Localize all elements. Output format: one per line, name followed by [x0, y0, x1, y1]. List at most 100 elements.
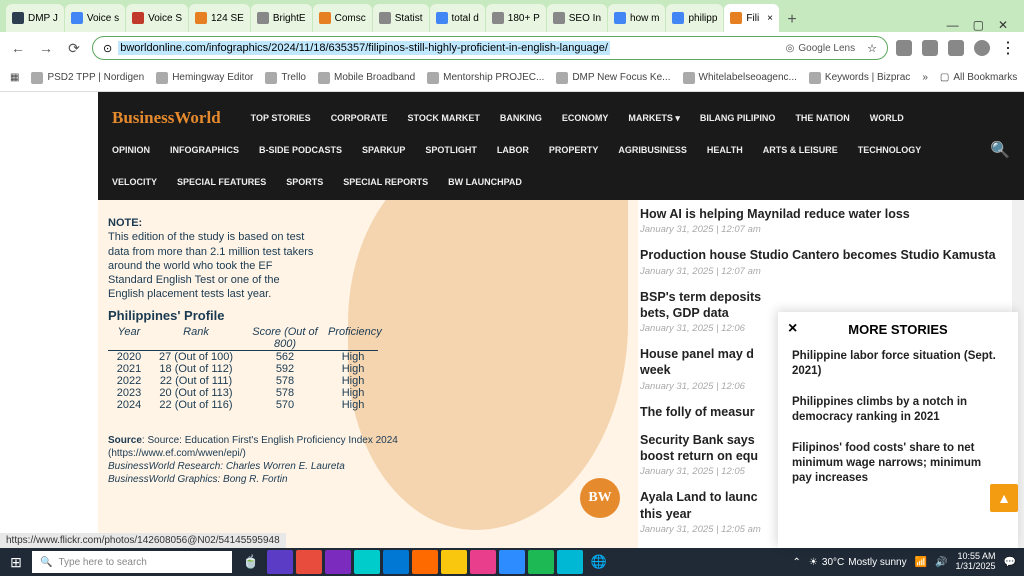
- bookmark-item[interactable]: Keywords | Bizprac: [809, 72, 910, 84]
- taskbar-app-icon[interactable]: [354, 550, 380, 574]
- nav-link[interactable]: B-SIDE PODCASTS: [259, 145, 342, 155]
- browser-tab[interactable]: total d: [430, 4, 485, 32]
- apps-icon[interactable]: ▦: [10, 72, 19, 83]
- taskbar-app-icon[interactable]: [557, 550, 583, 574]
- nav-link[interactable]: SPORTS: [286, 177, 323, 187]
- bookmark-item[interactable]: Trello: [265, 72, 306, 84]
- browser-tab[interactable]: Comsc: [313, 4, 372, 32]
- browser-tab-bar: DMP J Voice s Voice S 124 SE BrightE Com…: [0, 0, 1024, 32]
- nav-link[interactable]: VELOCITY: [112, 177, 157, 187]
- taskbar-app-icon[interactable]: [383, 550, 409, 574]
- back-button[interactable]: ←: [8, 38, 28, 58]
- taskbar-app-icon[interactable]: [267, 550, 293, 574]
- taskbar-app-icon[interactable]: 🍵: [238, 550, 264, 574]
- headline-item[interactable]: How AI is helping Maynilad reduce water …: [640, 200, 1012, 241]
- taskbar-app-icon[interactable]: [499, 550, 525, 574]
- new-tab-button[interactable]: +: [780, 8, 804, 32]
- bookmark-item[interactable]: DMP New Focus Ke...: [556, 72, 670, 84]
- taskbar-app-icon[interactable]: [325, 550, 351, 574]
- browser-tab[interactable]: how m: [608, 4, 665, 32]
- nav-link[interactable]: AGRIBUSINESS: [618, 145, 687, 155]
- taskbar-app-icon[interactable]: [296, 550, 322, 574]
- nav-link[interactable]: SPOTLIGHT: [425, 145, 477, 155]
- bookmark-star-icon[interactable]: ☆: [867, 42, 877, 55]
- tray-chevron-icon[interactable]: ⌃: [793, 557, 801, 568]
- browser-tab[interactable]: BrightE: [251, 4, 312, 32]
- nav-link[interactable]: BILANG PILIPINO: [700, 113, 776, 123]
- bookmark-item[interactable]: Whitelabelseoagenc...: [683, 72, 797, 84]
- url-text: bworldonline.com/infographics/2024/11/18…: [118, 41, 610, 55]
- nav-link[interactable]: PROPERTY: [549, 145, 599, 155]
- forward-button[interactable]: →: [36, 38, 56, 58]
- browser-tab-active[interactable]: Fili×: [724, 4, 779, 32]
- close-window-icon[interactable]: ✕: [998, 18, 1008, 32]
- notifications-icon[interactable]: 💬: [1004, 557, 1016, 568]
- maximize-icon[interactable]: ▢: [973, 18, 984, 32]
- browser-tab[interactable]: philipp: [666, 4, 723, 32]
- more-story-link[interactable]: Philippine labor force situation (Sept. …: [792, 349, 1004, 379]
- browser-tab[interactable]: SEO In: [547, 4, 607, 32]
- nav-link[interactable]: STOCK MARKET: [408, 113, 480, 123]
- nav-link[interactable]: ARTS & LEISURE: [763, 145, 838, 155]
- taskbar-app-icon[interactable]: 🌐: [586, 550, 612, 574]
- nav-link[interactable]: INFOGRAPHICS: [170, 145, 239, 155]
- scroll-to-top-button[interactable]: ▲: [990, 484, 1018, 512]
- taskbar-search[interactable]: 🔍 Type here to search: [32, 551, 232, 573]
- infographic: BW NOTE: This edition of the study is ba…: [98, 200, 638, 548]
- start-button[interactable]: ⊞: [0, 548, 32, 576]
- nav-link[interactable]: WORLD: [870, 113, 904, 123]
- nav-link[interactable]: THE NATION: [795, 113, 849, 123]
- more-story-link[interactable]: Filipinos' food costs' share to net mini…: [792, 441, 1004, 486]
- headline-item[interactable]: Production house Studio Cantero becomes …: [640, 241, 1012, 282]
- url-field[interactable]: ⊙ bworldonline.com/infographics/2024/11/…: [92, 36, 888, 60]
- all-bookmarks-button[interactable]: ▢All Bookmarks: [940, 72, 1017, 83]
- nav-link[interactable]: SPECIAL REPORTS: [343, 177, 428, 187]
- nav-link[interactable]: TECHNOLOGY: [858, 145, 922, 155]
- extension-icon[interactable]: [896, 40, 912, 56]
- bookmarks-overflow-icon[interactable]: »: [922, 72, 928, 83]
- minimize-icon[interactable]: —: [947, 18, 959, 32]
- volume-icon[interactable]: 🔊: [935, 557, 947, 568]
- profile-avatar-icon[interactable]: [974, 40, 990, 56]
- bookmark-item[interactable]: PSD2 TPP | Nordigen: [31, 72, 144, 84]
- taskbar-app-icon[interactable]: [528, 550, 554, 574]
- nav-link[interactable]: LABOR: [497, 145, 529, 155]
- browser-tab[interactable]: Statist: [373, 4, 429, 32]
- more-story-link[interactable]: Philippines climbs by a notch in democra…: [792, 395, 1004, 425]
- menu-icon[interactable]: ⋮: [1000, 38, 1016, 58]
- taskbar-app-icon[interactable]: [441, 550, 467, 574]
- weather-widget[interactable]: ☀ 30°C Mostly sunny: [809, 557, 907, 568]
- nav-link[interactable]: MARKETS ▾: [628, 113, 680, 124]
- extension-icon[interactable]: [948, 40, 964, 56]
- reload-button[interactable]: ⟳: [64, 38, 84, 58]
- nav-link[interactable]: BW LAUNCHPAD: [448, 177, 522, 187]
- nav-link[interactable]: OPINION: [112, 145, 150, 155]
- bookmark-item[interactable]: Hemingway Editor: [156, 72, 253, 84]
- browser-tab[interactable]: Voice s: [65, 4, 125, 32]
- nav-link[interactable]: SPECIAL FEATURES: [177, 177, 266, 187]
- nav-link[interactable]: HEALTH: [707, 145, 743, 155]
- nav-link[interactable]: ECONOMY: [562, 113, 609, 123]
- taskbar-app-icon[interactable]: [470, 550, 496, 574]
- site-logo[interactable]: BusinessWorld: [112, 108, 221, 128]
- search-icon[interactable]: 🔍: [990, 140, 1010, 160]
- google-lens-button[interactable]: ◎ Google Lens: [786, 43, 855, 54]
- bookmark-item[interactable]: Mobile Broadband: [318, 72, 415, 84]
- site-info-icon[interactable]: ⊙: [103, 42, 112, 55]
- nav-link[interactable]: TOP STORIES: [251, 113, 311, 123]
- browser-tab[interactable]: 124 SE: [189, 4, 250, 32]
- nav-link[interactable]: BANKING: [500, 113, 542, 123]
- note-text: This edition of the study is based on te…: [108, 231, 313, 300]
- wifi-icon[interactable]: 📶: [915, 557, 927, 568]
- nav-link[interactable]: SPARKUP: [362, 145, 405, 155]
- browser-tab[interactable]: DMP J: [6, 4, 64, 32]
- taskbar-app-icon[interactable]: [412, 550, 438, 574]
- taskbar-clock[interactable]: 10:55 AM 1/31/2025: [956, 552, 996, 572]
- browser-tab[interactable]: 180+ P: [486, 4, 546, 32]
- close-popup-icon[interactable]: ×: [788, 320, 797, 338]
- extension-icon[interactable]: [922, 40, 938, 56]
- nav-link[interactable]: CORPORATE: [331, 113, 388, 123]
- close-tab-icon[interactable]: ×: [767, 13, 773, 24]
- bookmark-item[interactable]: Mentorship PROJEC...: [427, 72, 544, 84]
- browser-tab[interactable]: Voice S: [126, 4, 188, 32]
